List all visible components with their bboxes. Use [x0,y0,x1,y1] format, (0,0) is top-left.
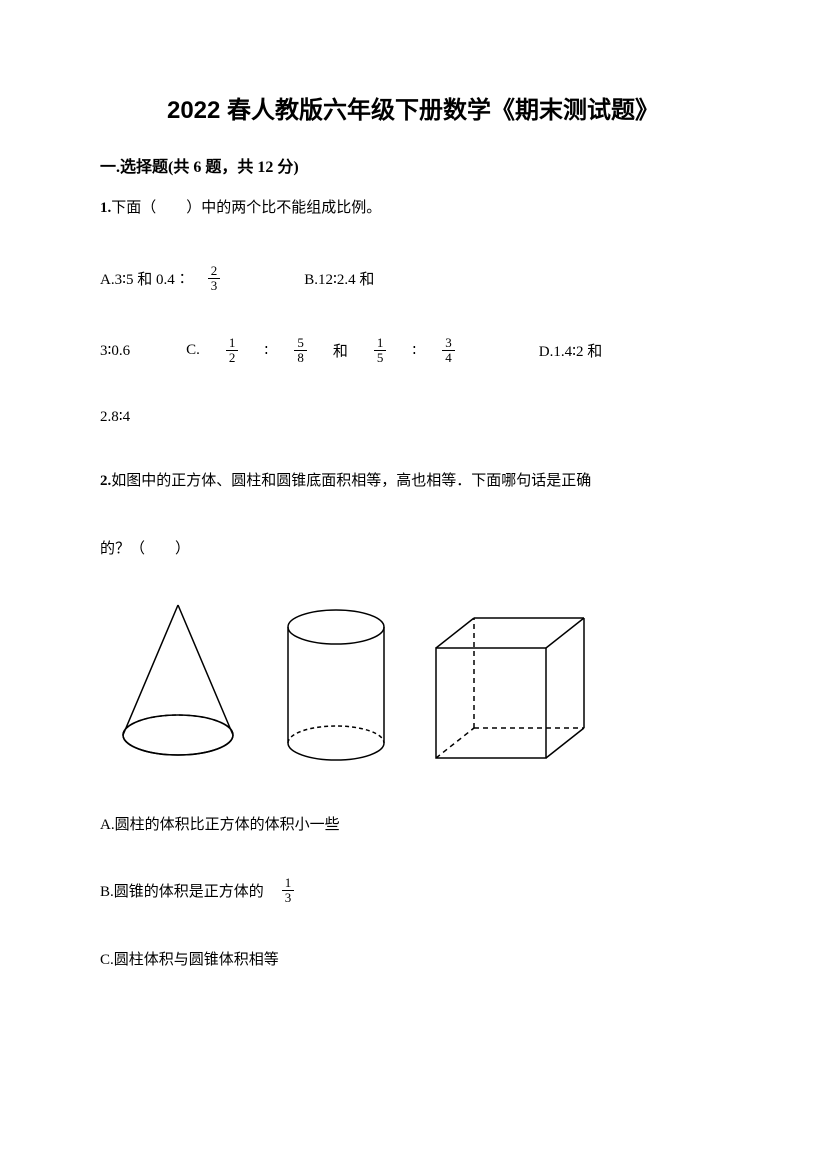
cone-shape [108,600,248,765]
q1-options-line2: 3∶0.6 C. 1 2 ∶ 5 8 和 1 5 ∶ 3 4 D.1.4∶2 和 [100,336,726,366]
frac-num: 3 [442,336,455,351]
frac-num: 5 [294,336,307,351]
q2-optB-frac: 1 3 [282,876,295,906]
q1-optA: A.3∶5 和 0.4∶ 2 3 [100,264,224,294]
colon2: ∶ [412,341,416,360]
q1-text: 1.下面（ ）中的两个比不能组成比例。 [100,195,726,222]
q1-optD: D.1.4∶2 和 [539,340,603,361]
q2-number: 2. [100,473,111,489]
page-title: 2022 春人教版六年级下册数学《期末测试题》 [100,90,726,125]
cylinder-shape [276,605,396,765]
q2-body: 如图中的正方体、圆柱和圆锥底面积相等，高也相等．下面哪句话是正确 [111,473,591,489]
q1-options-line1: A.3∶5 和 0.4∶ 2 3 B.12∶2.4 和 [100,264,726,294]
q1-optC-f3: 1 5 [374,336,387,366]
q2-optC: C.圆柱体积与圆锥体积相等 [100,948,726,969]
cube-shape [424,610,594,765]
q1-optB: B.12∶2.4 和 [304,268,374,289]
frac-den: 5 [374,351,387,365]
q2-optB-pre: B.圆锥的体积是正方体的 [100,880,264,901]
q1-optA-frac: 2 3 [208,264,221,294]
frac-den: 3 [282,891,295,905]
q1-line2-pre: 3∶0.6 [100,341,130,360]
q2-optA: A.圆柱的体积比正方体的体积小一些 [100,813,726,834]
q1-optC-f2: 5 8 [294,336,307,366]
frac-num: 1 [226,336,239,351]
q2-optB: B.圆锥的体积是正方体的 1 3 [100,876,726,906]
frac-num: 1 [282,876,295,891]
frac-num: 1 [374,336,387,351]
q1-optA-pre: A.3∶5 和 0.4∶ [100,268,190,289]
frac-den: 3 [208,279,221,293]
colon1: ∶ [264,341,268,360]
q1-body: 下面（ ）中的两个比不能组成比例。 [111,200,381,216]
q1-optC-f4: 3 4 [442,336,455,366]
q2-text-line2: 的？（ ） [100,537,726,558]
frac-den: 2 [226,351,239,365]
q2-text-line1: 2.如图中的正方体、圆柱和圆锥底面积相等，高也相等．下面哪句话是正确 [100,468,726,495]
q1-number: 1. [100,200,111,216]
shapes-row [100,600,726,765]
frac-num: 2 [208,264,221,279]
frac-den: 4 [442,351,455,365]
frac-den: 8 [294,351,307,365]
q1-optC-f1: 1 2 [226,336,239,366]
q1-options-line3: 2.8∶4 [100,407,726,426]
section-header: 一.选择题(共 6 题，共 12 分) [100,153,726,177]
and1: 和 [333,340,348,361]
q1-optC-label: C. [186,342,200,359]
